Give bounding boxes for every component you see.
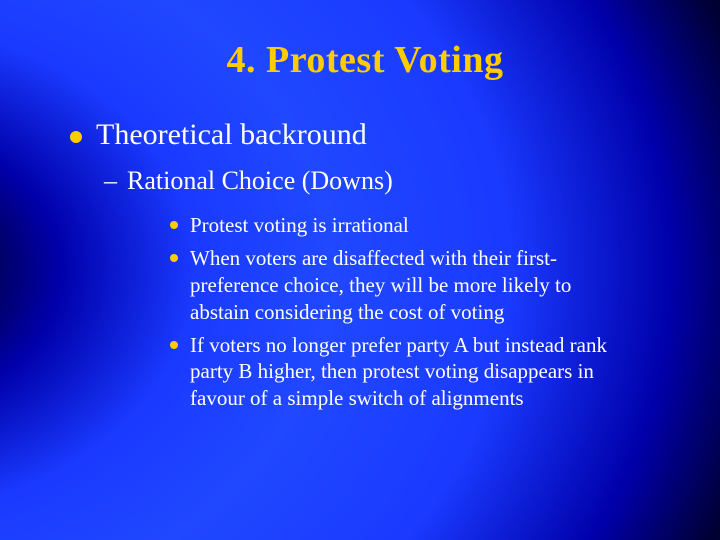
level2-text: Rational Choice (Downs) bbox=[127, 166, 393, 196]
circle-bullet-icon bbox=[170, 254, 178, 262]
bullet-level1: Theoretical backround bbox=[70, 118, 670, 152]
bullet-level3: Protest voting is irrational bbox=[170, 212, 630, 239]
circle-bullet-icon bbox=[170, 341, 178, 349]
circle-bullet-icon bbox=[70, 131, 82, 143]
slide-title: 4. Protest Voting bbox=[60, 38, 670, 82]
bullet-level2: – Rational Choice (Downs) bbox=[104, 166, 670, 196]
bullet-level3: If voters no longer prefer party A but i… bbox=[170, 332, 630, 413]
level3-text: Protest voting is irrational bbox=[190, 212, 409, 239]
dash-bullet-icon: – bbox=[104, 166, 117, 196]
level3-text: If voters no longer prefer party A but i… bbox=[190, 332, 630, 413]
level1-text: Theoretical backround bbox=[96, 118, 367, 152]
circle-bullet-icon bbox=[170, 221, 178, 229]
slide-container: 4. Protest Voting Theoretical backround … bbox=[0, 0, 720, 540]
level3-text: When voters are disaffected with their f… bbox=[190, 245, 630, 326]
bullet-level3: When voters are disaffected with their f… bbox=[170, 245, 630, 326]
